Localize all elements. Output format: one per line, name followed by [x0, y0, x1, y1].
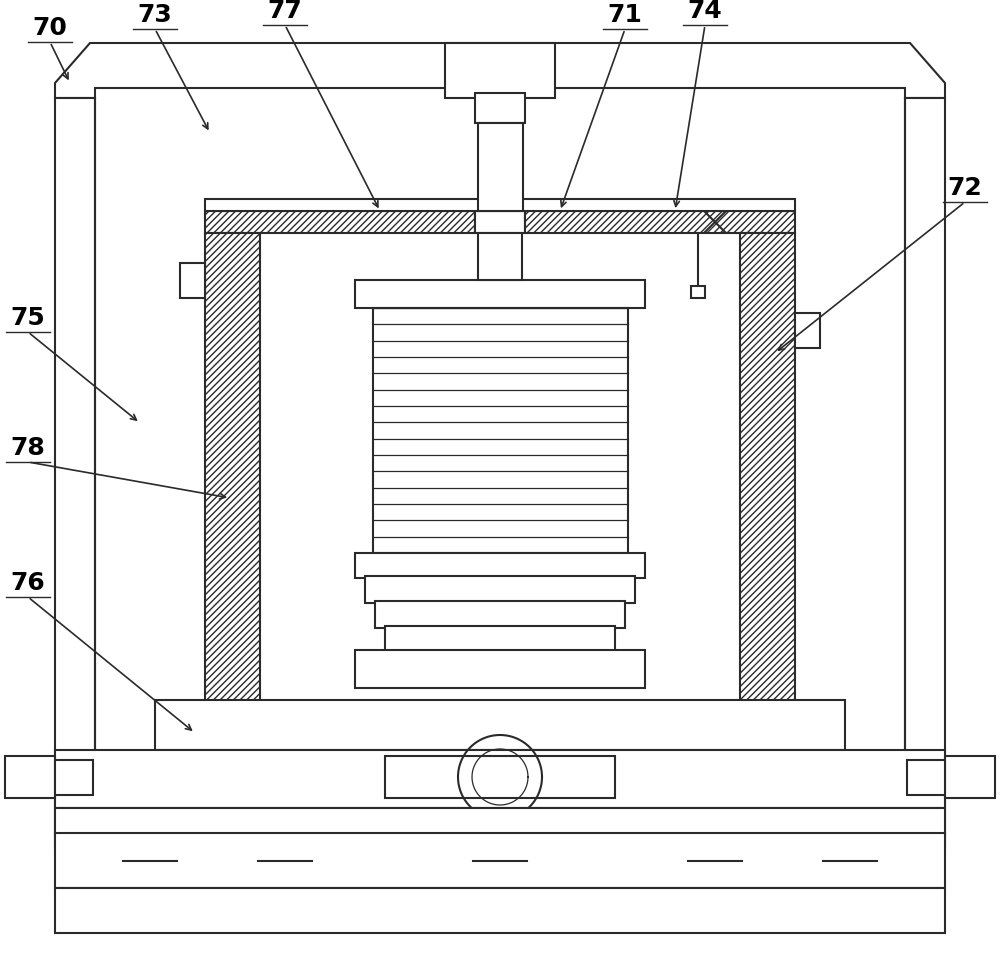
Bar	[373, 308, 628, 553]
Bar	[55, 750, 945, 808]
Bar	[740, 233, 795, 738]
Bar	[355, 650, 645, 688]
Bar	[355, 280, 645, 308]
Bar	[740, 738, 795, 750]
Text: 73: 73	[138, 3, 172, 27]
Bar	[55, 760, 93, 795]
Bar	[55, 888, 945, 933]
Bar	[907, 760, 945, 795]
Bar	[375, 601, 625, 628]
Bar	[525, 211, 795, 233]
Bar	[691, 286, 705, 298]
Bar	[905, 98, 945, 848]
Bar	[205, 233, 260, 738]
Bar	[355, 553, 645, 578]
Bar	[205, 211, 475, 233]
Bar	[55, 98, 95, 848]
Text: 75: 75	[11, 306, 45, 330]
Text: 74: 74	[688, 0, 722, 23]
Bar	[475, 93, 525, 123]
Bar	[180, 263, 205, 298]
Bar	[5, 756, 55, 798]
Bar	[55, 808, 945, 888]
Text: 70: 70	[33, 16, 67, 40]
Bar	[475, 211, 525, 233]
Text: 71: 71	[608, 3, 642, 27]
Bar	[478, 233, 522, 280]
Text: 78: 78	[11, 436, 45, 460]
Bar	[155, 700, 845, 750]
Bar	[205, 738, 260, 750]
Text: 77: 77	[268, 0, 302, 23]
Bar	[385, 756, 615, 798]
Text: 72: 72	[948, 176, 982, 200]
Bar	[205, 199, 795, 211]
Bar	[945, 756, 995, 798]
Bar	[795, 313, 820, 348]
Bar	[445, 43, 555, 98]
Text: 76: 76	[11, 571, 45, 595]
Bar	[365, 576, 635, 603]
Bar	[478, 123, 523, 211]
Bar	[385, 626, 615, 653]
Polygon shape	[55, 43, 945, 98]
